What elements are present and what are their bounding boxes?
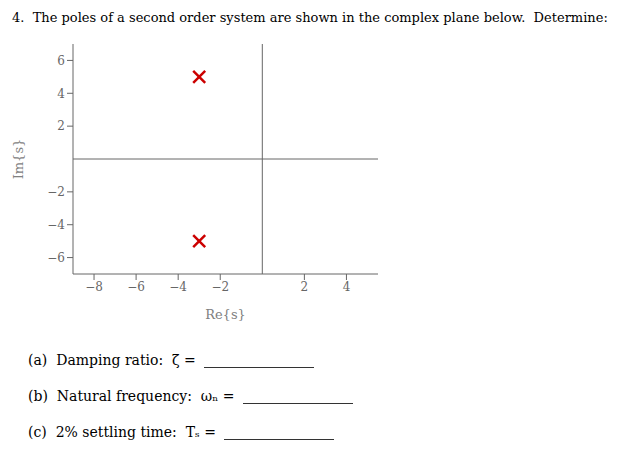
svg-text:4: 4 — [343, 280, 351, 294]
html-text:(b) Natural frequency: ωₙ =: (b) Natural frequency: ωₙ = — [28, 388, 239, 404]
html-text:(c) 2% settling time: Tₛ =: (c) 2% settling time: Tₛ = — [28, 424, 221, 440]
svg-text:−2: −2 — [47, 185, 65, 199]
svg-text:2: 2 — [301, 280, 309, 294]
svg-text:−8: −8 — [85, 280, 103, 294]
svg-text:−2: −2 — [211, 280, 229, 294]
svg-text:Im{s}: Im{s} — [11, 139, 26, 180]
svg-text:2: 2 — [57, 119, 65, 133]
svg-text:−4: −4 — [169, 280, 187, 294]
svg-text:6: 6 — [57, 54, 65, 68]
svg-text:−6: −6 — [47, 251, 65, 265]
svg-text:4: 4 — [57, 87, 65, 101]
svg-text:−4: −4 — [47, 218, 65, 232]
html-text:(a) Damping ratio: ζ =: (a) Damping ratio: ζ = — [28, 352, 201, 368]
html-text:4. The poles of a second order: 4. The poles of a second order system ar… — [12, 10, 608, 25]
svg-text:−6: −6 — [127, 280, 145, 294]
svg-text:Re{s}: Re{s} — [205, 307, 246, 322]
